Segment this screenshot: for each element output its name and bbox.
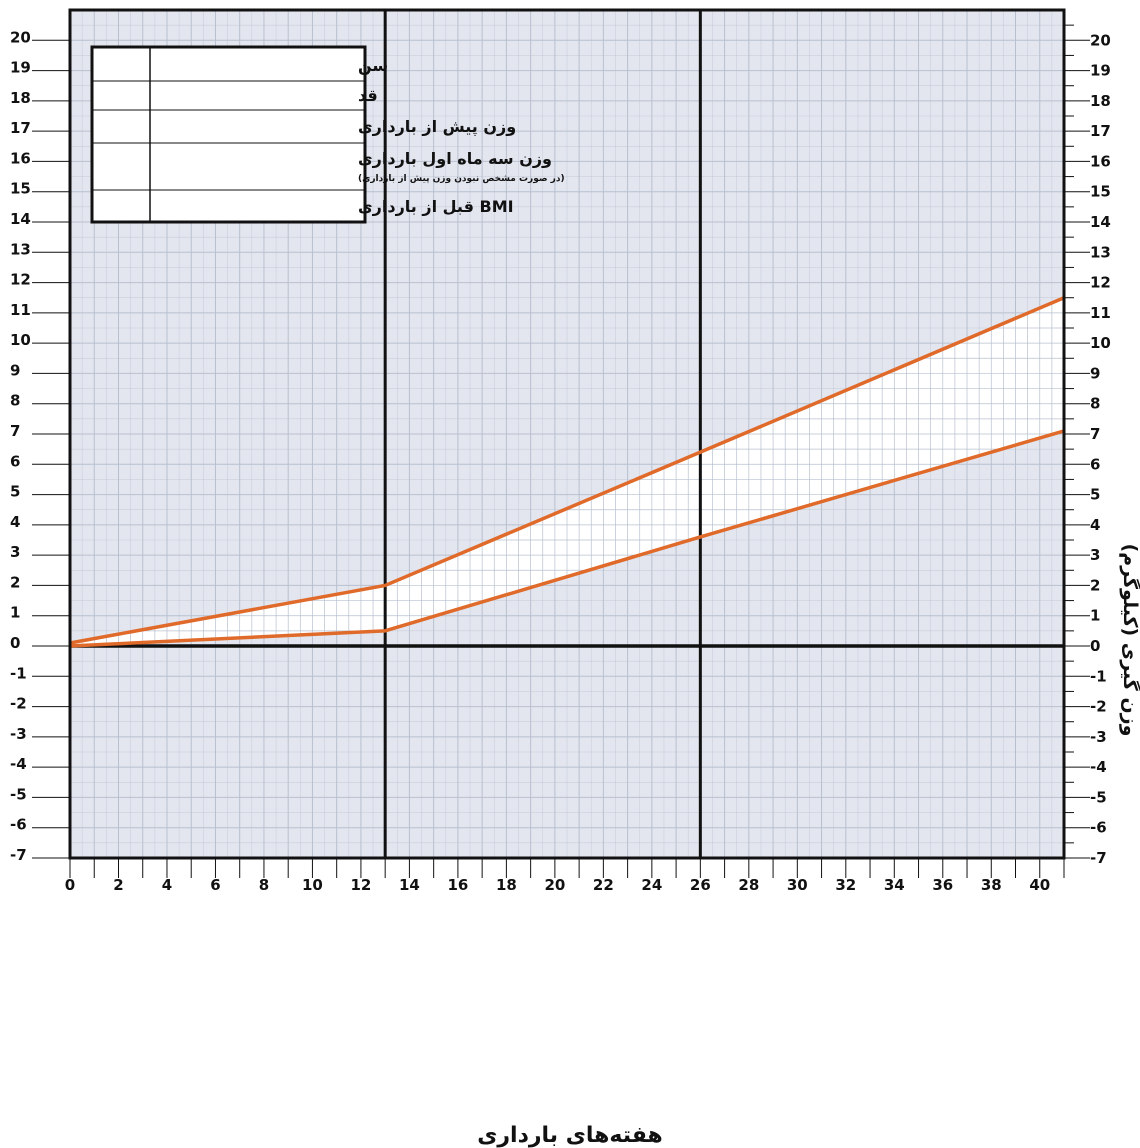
y-tick-label: -4 (10, 755, 27, 773)
y-tick-label-right: -4 (1090, 758, 1107, 776)
y-tick-label: -5 (10, 785, 27, 803)
y-tick-label-right: 6 (1090, 455, 1100, 473)
y-tick-label-right: -1 (1090, 667, 1107, 685)
series-lines (69, 296, 1065, 648)
y-tick-label: 14 (10, 210, 31, 228)
x-tick-label: 14 (399, 876, 420, 894)
y-tick-label-right: -5 (1090, 788, 1107, 806)
x-axis: 0 2 4 6 8 10 12 14 16 18 20 22 24 26 28 30 32 34 36 38 40 (65, 858, 1065, 894)
y-tick-label: 12 (10, 271, 31, 289)
info-row-height-label: قد (358, 86, 378, 105)
y-tick-label: 1 (10, 604, 20, 622)
y-tick-label: 16 (10, 149, 31, 167)
upper-bound-line (69, 296, 1065, 645)
x-tick-label: 0 (65, 876, 75, 894)
y-tick-label: 20 (10, 28, 31, 46)
x-tick-label: 30 (787, 876, 808, 894)
y-tick-label-right: 0 (1090, 637, 1100, 655)
x-tick-label: 2 (113, 876, 123, 894)
x-tick-label: 20 (544, 876, 565, 894)
y-tick-label-right: 4 (1090, 516, 1100, 534)
x-tick-label: 34 (884, 876, 905, 894)
y-tick-label: 15 (10, 180, 31, 198)
y-tick-label: 4 (10, 513, 20, 531)
y-tick-label-right: 1 (1090, 607, 1100, 625)
y-tick-label: 17 (10, 119, 31, 137)
x-tick-label: 8 (259, 876, 269, 894)
x-tick-label: 10 (302, 876, 323, 894)
x-tick-label: 26 (690, 876, 711, 894)
y-axis-right: -7-6-5-4-3-2-101234567891011121314151617… (1064, 24, 1111, 867)
y-tick-label-right: 8 (1090, 395, 1100, 413)
info-table: سن قد وزن پیش از بارداری وزن سه ماه اول … (90, 45, 565, 224)
y-tick-label-right: -2 (1090, 698, 1107, 716)
info-row-prepregnancy-weight-label: وزن پیش از بارداری (358, 117, 516, 137)
x-tick-label: 22 (593, 876, 614, 894)
y-tick-label: -7 (10, 846, 27, 864)
info-row-first-trimester-weight-label: وزن سه ماه اول بارداری (358, 149, 552, 168)
y-tick-label: 11 (10, 301, 31, 319)
x-tick-label: 40 (1029, 876, 1050, 894)
y-tick-label-right: -6 (1090, 819, 1107, 837)
y-tick-label-right: 14 (1090, 213, 1111, 231)
trimester-markers (70, 10, 1064, 858)
y-tick-label-right: 17 (1090, 122, 1111, 140)
y-tick-label: -2 (10, 695, 27, 713)
y-tick-label: 19 (10, 59, 31, 77)
info-table-frame (90, 45, 367, 224)
y-tick-label: 6 (10, 452, 20, 470)
y-tick-label-right: -7 (1090, 849, 1107, 867)
info-row-bmi-label: BMI قبل از بارداری (358, 197, 514, 216)
x-tick-label: 28 (738, 876, 759, 894)
x-tick-label: 32 (835, 876, 856, 894)
y-tick-label: 10 (10, 331, 31, 349)
x-tick-label: 4 (162, 876, 172, 894)
x-tick-label: 16 (447, 876, 468, 894)
y-tick-label: 3 (10, 543, 20, 561)
y-tick-label-right: 12 (1090, 274, 1111, 292)
y-tick-label-right: 19 (1090, 62, 1111, 80)
x-tick-label: 36 (932, 876, 953, 894)
y-tick-label: 8 (10, 392, 20, 410)
y-tick-label-right: 18 (1090, 92, 1111, 110)
info-row-age-label: سن (358, 56, 388, 75)
x-tick-label: 18 (496, 876, 517, 894)
info-row-first-trimester-note: (در صورت مشخص نبودن وزن پیش از بارداری) (358, 174, 565, 184)
y-tick-label-right: 16 (1090, 152, 1111, 170)
y-tick-label-right: 10 (1090, 334, 1111, 352)
y-tick-label: 18 (10, 89, 31, 107)
y-tick-label-right: 11 (1090, 304, 1111, 322)
x-tick-label: 24 (641, 876, 662, 894)
x-tick-label: 38 (981, 876, 1002, 894)
x-axis-title: هفته‌های بارداری (477, 1123, 663, 1148)
y-tick-label-right: 13 (1090, 243, 1111, 261)
lower-bound-line (69, 429, 1065, 648)
y-tick-label-right: 15 (1090, 183, 1111, 201)
y-axis-left: -7-6-5-4-3-2-101234567891011121314151617… (10, 28, 70, 864)
x-tick-label: 6 (210, 876, 220, 894)
y-tick-label: 9 (10, 361, 20, 379)
y-tick-label: 5 (10, 483, 20, 501)
y-tick-label-right: 5 (1090, 486, 1100, 504)
y-tick-label: 2 (10, 573, 20, 591)
y-tick-label: -3 (10, 725, 27, 743)
y-tick-label: 0 (10, 634, 20, 652)
y-tick-label-right: 20 (1090, 31, 1111, 49)
y-tick-label: 7 (10, 422, 20, 440)
y-tick-label: 13 (10, 240, 31, 258)
y-tick-label: -1 (10, 664, 27, 682)
y-tick-label-right: 9 (1090, 364, 1100, 382)
y-tick-label-right: -3 (1090, 728, 1107, 746)
y-tick-label-right: 7 (1090, 425, 1100, 443)
y-tick-label: -6 (10, 816, 27, 834)
y-axis-title: وزن گیری (کیلوگرم) (1119, 544, 1140, 737)
x-tick-label: 12 (350, 876, 371, 894)
y-tick-label-right: 3 (1090, 546, 1100, 564)
y-tick-label-right: 2 (1090, 576, 1100, 594)
